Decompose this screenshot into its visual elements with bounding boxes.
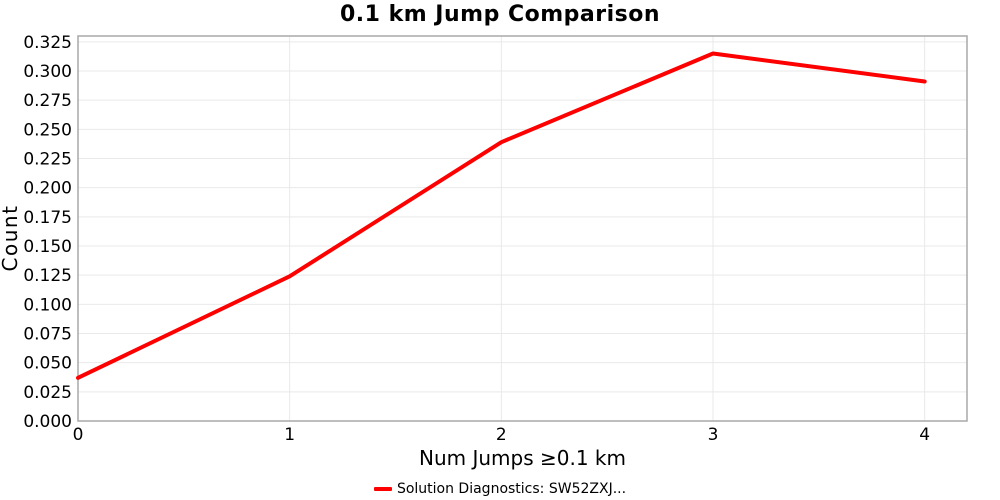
y-tick-label: 0.100 [23,295,72,315]
x-tick-label: 4 [919,425,930,445]
y-tick-label: 0.175 [23,208,72,228]
y-tick-label: 0.000 [23,412,72,432]
y-tick-label: 0.150 [23,237,72,257]
y-tick-label: 0.075 [23,325,72,345]
y-axis-label: Count [0,204,22,272]
legend-label: Solution Diagnostics: SW52ZXJ... [396,481,627,497]
y-tick-label: 0.200 [23,179,72,199]
y-tick-label: 0.325 [23,33,72,53]
x-tick-label: 3 [708,425,719,445]
legend-line-swatch [373,487,392,491]
x-tick-label: 1 [284,425,295,445]
legend: Solution Diagnostics: SW52ZXJ... [0,480,1000,498]
x-axis-label: Num Jumps ≥0.1 km [419,446,626,470]
y-tick-label: 0.225 [23,150,72,170]
data-line [76,51,927,380]
y-tick-label: 0.300 [23,62,72,82]
y-tick-label: 0.025 [23,383,72,403]
x-tick-label: 0 [73,425,84,445]
chart-title: 0.1 km Jump Comparison [339,2,661,27]
panel-border [77,35,968,422]
y-tick-label: 0.125 [23,266,72,286]
y-tick-label: 0.275 [23,91,72,111]
x-tick-label: 2 [496,425,507,445]
y-tick-label: 0.050 [23,354,72,374]
y-tick-label: 0.250 [23,120,72,140]
